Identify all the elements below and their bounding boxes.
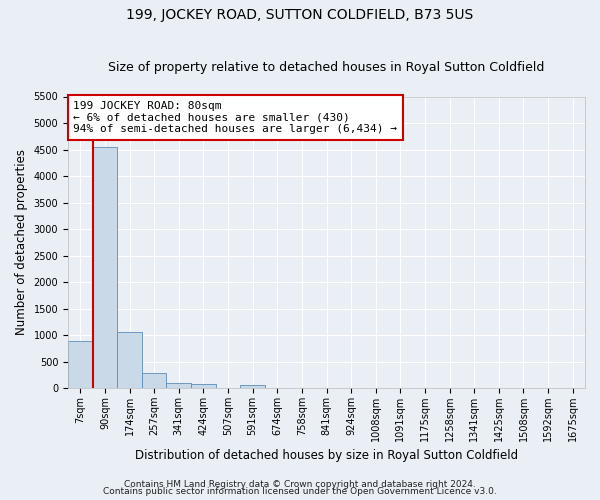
Bar [117, 332, 142, 388]
Bar [68, 342, 92, 388]
Text: 199 JOCKEY ROAD: 80sqm
← 6% of detached houses are smaller (430)
94% of semi-det: 199 JOCKEY ROAD: 80sqm ← 6% of detached … [73, 101, 397, 134]
Title: Size of property relative to detached houses in Royal Sutton Coldfield: Size of property relative to detached ho… [109, 62, 545, 74]
Text: Contains HM Land Registry data © Crown copyright and database right 2024.: Contains HM Land Registry data © Crown c… [124, 480, 476, 489]
X-axis label: Distribution of detached houses by size in Royal Sutton Coldfield: Distribution of detached houses by size … [135, 450, 518, 462]
Bar [166, 382, 191, 388]
Text: 199, JOCKEY ROAD, SUTTON COLDFIELD, B73 5US: 199, JOCKEY ROAD, SUTTON COLDFIELD, B73 … [127, 8, 473, 22]
Text: Contains public sector information licensed under the Open Government Licence v3: Contains public sector information licen… [103, 487, 497, 496]
Y-axis label: Number of detached properties: Number of detached properties [15, 150, 28, 336]
Bar [92, 148, 117, 388]
Bar [142, 374, 166, 388]
Bar [191, 384, 216, 388]
Bar [241, 384, 265, 388]
